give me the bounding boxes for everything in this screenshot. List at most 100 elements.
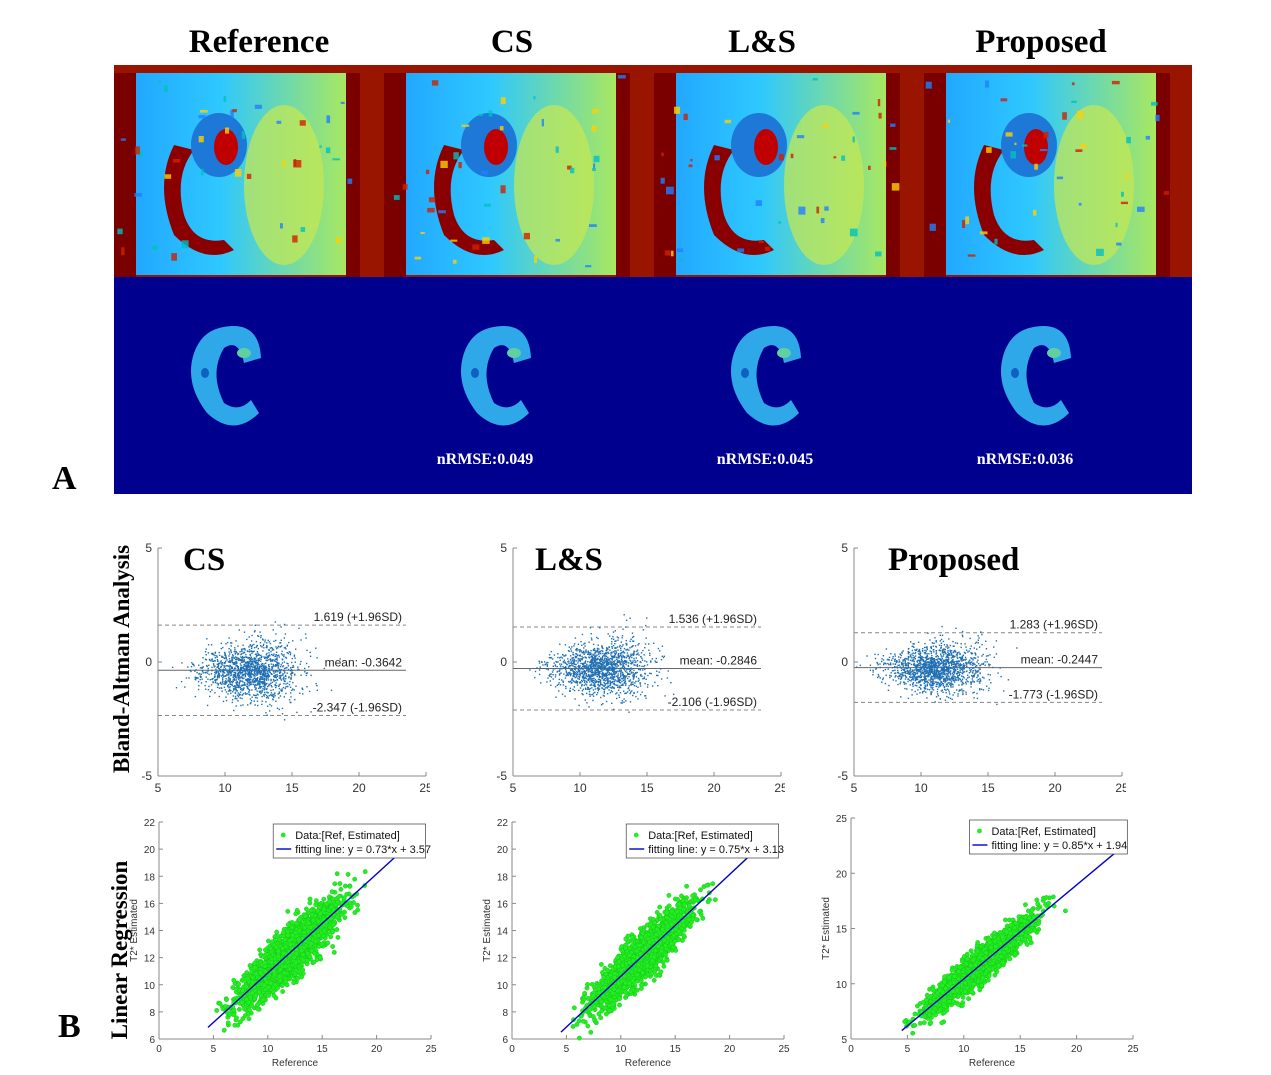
data-point (606, 682, 608, 684)
data-point (229, 680, 231, 683)
data-point (984, 664, 986, 666)
data-point (261, 695, 263, 698)
data-point (249, 644, 252, 646)
data-point (590, 633, 592, 635)
data-point (225, 657, 227, 659)
data-point (945, 685, 947, 687)
data-point (920, 668, 922, 671)
map-noise-patch (661, 152, 664, 157)
map-noise-patch (585, 265, 592, 268)
data-point (620, 641, 622, 643)
data-point (557, 656, 559, 659)
data-point (598, 662, 600, 665)
data-point (942, 676, 945, 678)
data-point (906, 663, 908, 665)
data-point (914, 677, 916, 680)
data-point (214, 679, 216, 681)
data-point (264, 678, 266, 680)
data-point (253, 647, 256, 649)
data-point (205, 681, 207, 683)
data-point (934, 678, 936, 680)
data-point (645, 624, 647, 627)
data-point (951, 667, 953, 670)
data-point (918, 659, 920, 662)
data-point (559, 643, 561, 645)
data-point (558, 670, 560, 672)
data-point (235, 705, 237, 707)
data-point (229, 690, 231, 692)
data-point (226, 682, 228, 684)
data-point (626, 643, 628, 645)
data-point (309, 651, 311, 654)
data-point (549, 657, 552, 659)
data-point (271, 666, 273, 668)
data-point (951, 698, 953, 700)
data-point (584, 677, 586, 680)
data-point (981, 643, 983, 646)
data-point (596, 675, 598, 678)
data-point (233, 657, 235, 659)
data-point (982, 653, 984, 656)
data-point (267, 677, 269, 679)
data-point (926, 697, 928, 699)
data-point (211, 660, 214, 662)
data-point (578, 678, 580, 680)
data-point (605, 674, 607, 677)
data-point (197, 688, 200, 691)
data-point (265, 646, 267, 649)
data-point (895, 675, 897, 677)
data-point (229, 682, 231, 684)
data-point (235, 662, 237, 664)
data-point (224, 668, 227, 670)
data-point (620, 675, 622, 678)
data-point (205, 654, 207, 656)
data-point (218, 668, 220, 670)
data-point (914, 658, 916, 660)
data-point (250, 640, 253, 642)
data-point (957, 671, 959, 673)
data-point (915, 668, 917, 670)
data-point (958, 674, 960, 676)
data-point (216, 663, 218, 665)
data-point (901, 664, 903, 666)
data-point (635, 672, 637, 674)
data-point (589, 681, 591, 683)
data-point (948, 677, 950, 679)
data-point (967, 681, 969, 683)
data-point (613, 672, 615, 674)
data-point (953, 665, 955, 667)
data-point (590, 662, 592, 664)
data-point (295, 685, 297, 687)
data-point (923, 675, 926, 678)
data-point (230, 649, 232, 651)
data-point (592, 648, 595, 651)
data-point (877, 653, 879, 656)
map-noise-patch (849, 228, 858, 237)
data-point (198, 664, 200, 666)
data-point (623, 666, 626, 668)
data-point (266, 669, 268, 671)
data-point (575, 653, 577, 655)
data-point (263, 656, 265, 658)
data-point (872, 669, 874, 671)
data-point (207, 669, 209, 672)
data-point (276, 675, 278, 678)
data-point (923, 664, 925, 667)
data-point (956, 660, 959, 663)
data-point (596, 654, 598, 656)
data-point (576, 676, 578, 678)
data-point (940, 645, 943, 647)
data-point (930, 647, 932, 650)
data-point (900, 676, 903, 679)
data-point (601, 650, 604, 653)
data-point (565, 670, 567, 672)
data-point (615, 650, 617, 652)
data-point (948, 664, 950, 666)
data-point (949, 662, 951, 664)
data-point (545, 663, 547, 665)
data-point (529, 669, 531, 671)
data-point (554, 676, 557, 678)
data-point (591, 678, 593, 680)
data-point (257, 680, 260, 682)
data-point (924, 668, 926, 671)
